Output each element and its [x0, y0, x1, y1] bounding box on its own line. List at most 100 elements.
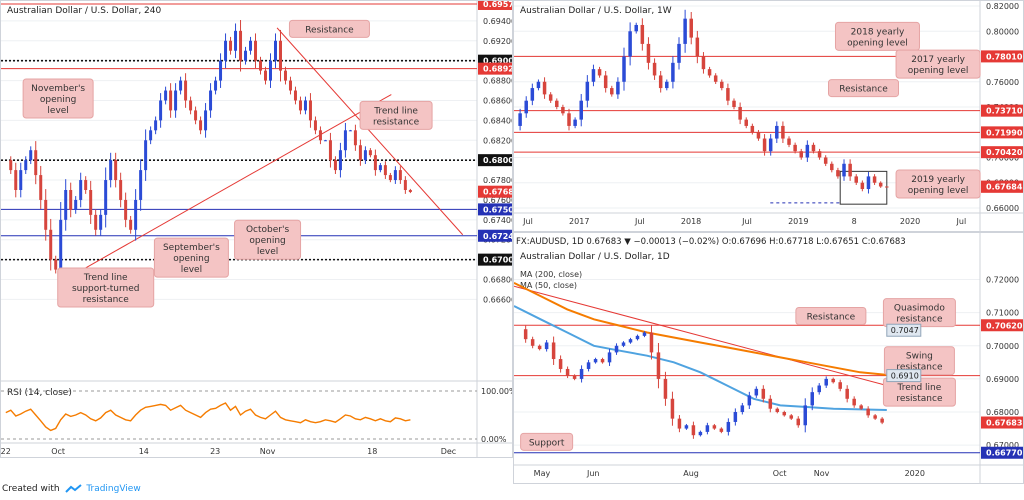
candle-body [677, 43, 681, 63]
level-price-tag [478, 1, 512, 10]
candle-body [726, 421, 731, 432]
y-tick-label: 0.68200 [483, 136, 513, 145]
candle-body [750, 125, 755, 133]
y-tick-label: 0.80000 [986, 27, 1019, 36]
candle-body [880, 418, 884, 423]
candle-body [756, 132, 761, 139]
candle-body [99, 214, 103, 230]
candle-body [388, 175, 392, 181]
tradingview-brand[interactable]: TradingView [86, 484, 141, 494]
candle-body [199, 120, 203, 131]
current-price-tag [981, 180, 1023, 193]
candle-body [768, 398, 773, 409]
level-price-label: 0.68000 [483, 156, 513, 165]
level-price-label: 0.66770 [986, 449, 1023, 458]
candle-body [603, 75, 608, 89]
x-tick-label: 8 [852, 217, 857, 226]
candle-body [781, 125, 785, 139]
annotation-text: Trend line [897, 383, 942, 393]
candle-body [803, 405, 807, 426]
annotation-text: opening [249, 236, 285, 246]
candle-body [747, 395, 752, 406]
x-tick-label: Jul [956, 217, 967, 226]
candle-body [298, 100, 302, 111]
candle-body [229, 40, 233, 51]
h4-chart: Australian Dollar / U.S. Dollar, 240 0.69… [1, 1, 513, 457]
candle-body [754, 388, 759, 396]
candle-body [787, 138, 791, 145]
candle-body [530, 88, 535, 101]
candle-body [831, 378, 835, 383]
candle-body [333, 160, 337, 171]
chart-title: Australian Dollar / U.S. Dollar, 240 [7, 6, 161, 16]
candle-body [652, 62, 657, 76]
candle-body [642, 332, 647, 336]
x-tick-label: Jul [522, 217, 533, 226]
candle-body [799, 151, 803, 158]
candle-body [239, 30, 243, 61]
candle-body [555, 100, 559, 107]
level-price-label: 0.70420 [986, 148, 1023, 157]
annotation-callout: Resistance [795, 306, 867, 325]
candle-body [649, 332, 654, 353]
level-price-tag [981, 319, 1023, 332]
annotation-box [520, 432, 574, 451]
annotation-callout: Resistance [828, 79, 899, 98]
x-tick-label: Nov [814, 469, 830, 478]
ma200-line [514, 282, 887, 376]
candle-body [530, 339, 535, 346]
candle-body [134, 199, 138, 230]
weekly-chart-pane[interactable]: Australian Dollar / U.S. Dollar, 1W 0.820… [513, 0, 1024, 232]
ma50-label: MA (50, close) [520, 281, 577, 290]
y-tick-label: 0.67000 [986, 441, 1019, 450]
y-tick-label: 0.67800 [483, 176, 513, 185]
candle-body [179, 80, 183, 91]
candle-body [565, 368, 570, 376]
candle-body [600, 359, 605, 363]
candle-body [762, 138, 767, 152]
level-price-tag [478, 253, 512, 266]
candle-body [79, 180, 83, 200]
rsi-line [5, 402, 411, 432]
candle-body [597, 69, 602, 76]
x-tick-label: May [534, 469, 551, 478]
candle-body [114, 160, 118, 181]
candle-body [174, 90, 178, 111]
candle-body [204, 110, 208, 131]
x-tick-label: 23 [210, 447, 220, 456]
candle-body [885, 186, 889, 188]
candle-body [368, 150, 372, 156]
candle-body [634, 24, 638, 32]
candle-body [119, 180, 123, 200]
annotation-text: opening [40, 95, 76, 105]
h4-chart-pane[interactable]: Australian Dollar / U.S. Dollar, 240 0.69… [0, 0, 513, 458]
annotation-text: 2017 yearly [911, 55, 965, 65]
candle-body [684, 425, 689, 429]
candle-body [278, 40, 282, 71]
candle-body [740, 405, 745, 413]
candle-body [293, 90, 297, 101]
candle-body [363, 150, 367, 161]
y-tick-label: 0.76000 [986, 78, 1019, 87]
candle-body [830, 163, 834, 171]
candle-body [64, 190, 68, 220]
candle-body [586, 362, 591, 369]
candle-body [154, 120, 158, 131]
y-tick-label: 0.66600 [483, 295, 513, 304]
candle-body [670, 398, 675, 419]
candle-body [524, 100, 528, 114]
daily-chart-pane[interactable]: FX:AUDUSD, 1D 0.67683 ▼ −0.00013 (−0.02%… [513, 232, 1024, 484]
candle-body [836, 170, 840, 177]
candle-body [353, 130, 357, 146]
level-price-tag [981, 50, 1023, 63]
candle-body [860, 182, 865, 190]
candle-body [264, 70, 268, 81]
candle-body [866, 176, 871, 190]
candle-body [824, 378, 828, 386]
